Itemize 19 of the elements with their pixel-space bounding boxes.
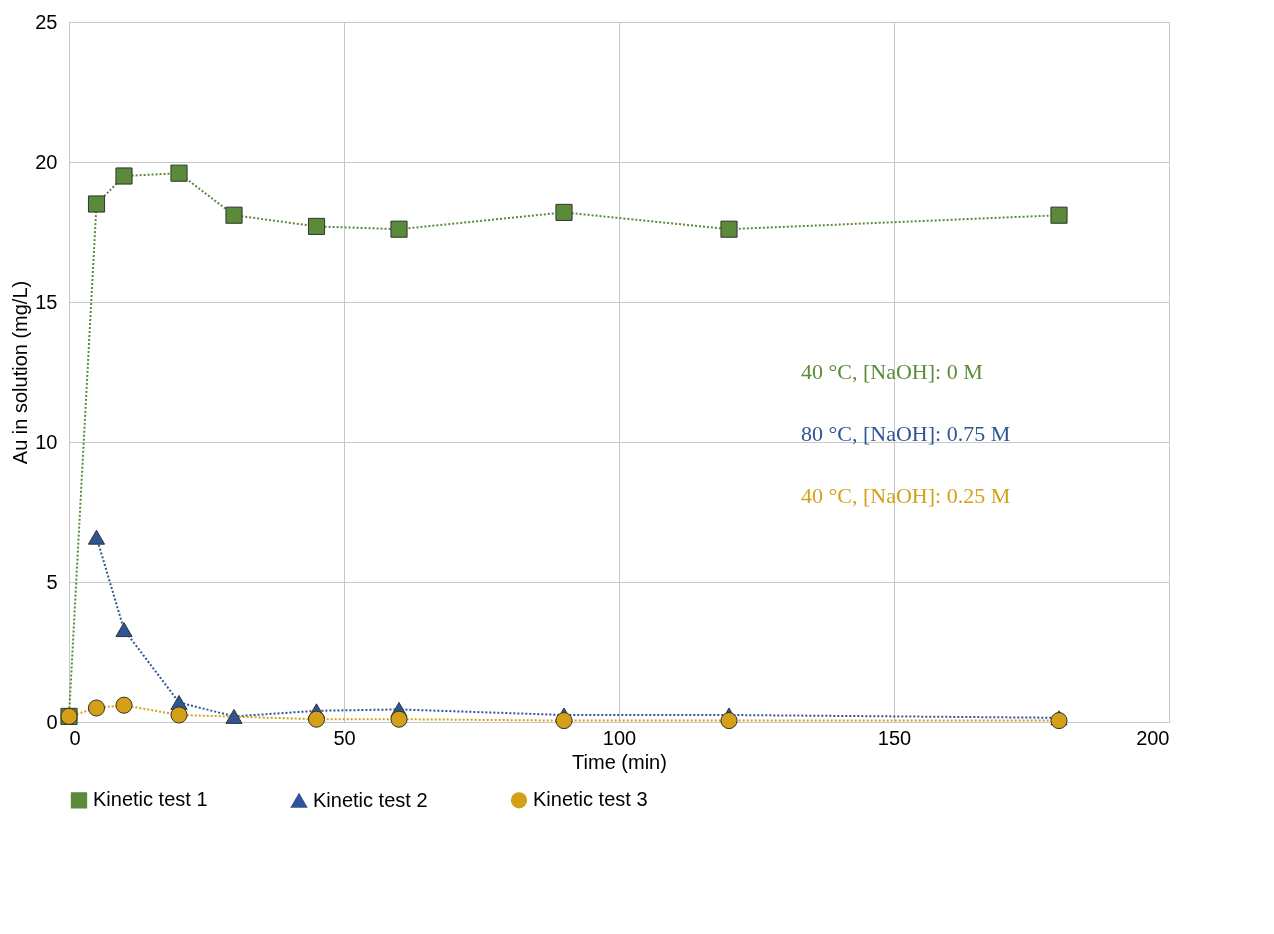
- legend-label: Kinetic test 2: [313, 788, 428, 811]
- annotation: 80 °C, [NaOH]: 0.75 M: [801, 421, 1011, 446]
- annotation: 40 °C, [NaOH]: 0 M: [801, 359, 983, 384]
- legend-label: Kinetic test 1: [93, 788, 208, 811]
- x-tick-label: 0: [69, 726, 81, 749]
- y-tick-label: 5: [46, 570, 58, 593]
- x-axis-title: Time (min): [572, 750, 667, 773]
- y-tick-label: 20: [35, 150, 58, 173]
- x-tick-label: 100: [602, 726, 637, 749]
- y-tick-label: 25: [35, 10, 58, 33]
- x-tick-label: 200: [1136, 726, 1170, 749]
- annotation: 40 °C, [NaOH]: 0.25 M: [801, 483, 1011, 508]
- y-tick-label: 15: [35, 290, 58, 313]
- x-tick-label: 50: [333, 726, 356, 749]
- y-axis-title: Au in solution (mg/L): [9, 280, 32, 465]
- legend-label: Kinetic test 3: [533, 788, 648, 811]
- y-tick-label: 10: [35, 430, 58, 453]
- y-tick-label: 0: [46, 710, 58, 733]
- x-tick-label: 150: [877, 726, 912, 749]
